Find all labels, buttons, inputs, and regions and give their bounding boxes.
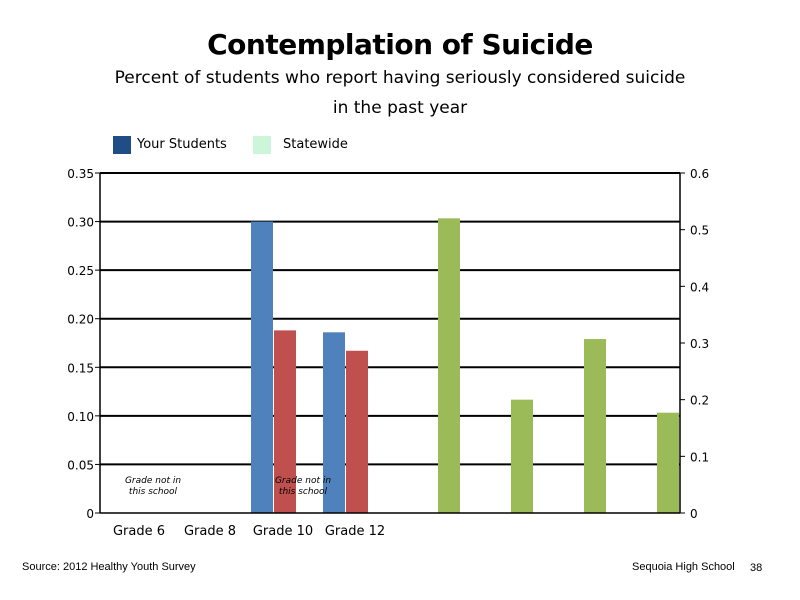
bar-left-series-0-cat-3 xyxy=(323,332,345,513)
right-axis-tick-label: 0.1 xyxy=(690,450,709,464)
legend-label-your-students: Your Students xyxy=(137,137,227,152)
left-axis-tick-label: 0.20 xyxy=(67,313,94,327)
source-note: Source: 2012 Healthy Youth Survey xyxy=(22,561,196,573)
bar-right-series-2-cat-0 xyxy=(438,218,460,514)
left-axis-tick-label: 0 xyxy=(86,507,94,521)
x-axis-category-label: Grade 12 xyxy=(325,524,385,539)
left-axis-tick-label: 0.10 xyxy=(67,410,94,424)
left-axis-tick-label: 0.15 xyxy=(67,361,94,375)
x-axis-category-label: Grade 6 xyxy=(113,524,165,539)
right-axis-tick-label: 0.5 xyxy=(690,224,709,238)
annotation-line-2: this school xyxy=(279,487,328,497)
legend-label-statewide: Statewide xyxy=(283,137,348,152)
page-number: 38 xyxy=(750,562,763,574)
right-axis-tick-label: 0.4 xyxy=(690,280,709,294)
chart-subtitle-line-1: Percent of students who report having se… xyxy=(114,68,686,88)
annotation-line-2: this school xyxy=(129,487,178,497)
bar-right-series-2-cat-3 xyxy=(657,412,679,513)
school-name: Sequoia High School xyxy=(632,561,735,573)
left-axis-tick-label: 0.35 xyxy=(67,167,94,181)
chart-title: Contemplation of Suicide xyxy=(207,28,593,61)
x-axis-category-label: Grade 10 xyxy=(253,524,313,539)
right-axis-tick-label: 0.6 xyxy=(690,167,709,181)
annotation-line-1: Grade not in xyxy=(125,476,181,486)
right-axis-tick-label: 0.2 xyxy=(690,394,709,408)
left-axis-tick-label: 0.30 xyxy=(67,216,94,230)
bar-left-series-0-cat-2 xyxy=(251,221,273,514)
chart-subtitle-line-2: in the past year xyxy=(332,98,468,118)
bar-right-series-2-cat-2 xyxy=(584,339,606,513)
legend-swatch-statewide xyxy=(253,136,271,154)
bar-right-series-2-cat-1 xyxy=(511,399,533,513)
bar-left-series-1-cat-3 xyxy=(346,350,368,513)
bar-left-series-1-cat-2 xyxy=(274,330,296,513)
right-axis-tick-label: 0 xyxy=(690,507,698,521)
x-axis-category-label: Grade 8 xyxy=(184,524,236,539)
annotation-line-1: Grade not in xyxy=(275,476,331,486)
legend-swatch-your-students xyxy=(113,136,131,154)
left-axis-tick-label: 0.25 xyxy=(67,264,94,278)
left-axis-tick-label: 0.05 xyxy=(67,458,94,472)
right-axis-tick-label: 0.3 xyxy=(690,337,709,351)
